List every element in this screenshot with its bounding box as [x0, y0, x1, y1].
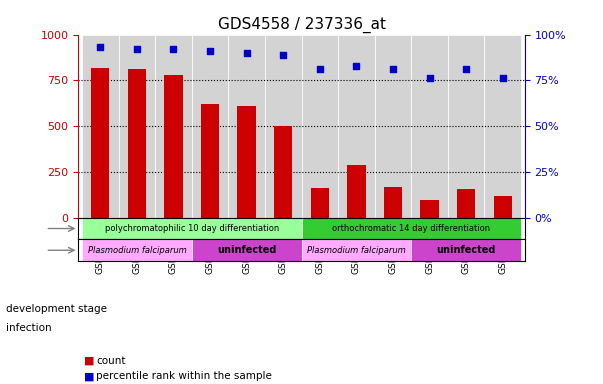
FancyBboxPatch shape	[302, 35, 338, 218]
FancyBboxPatch shape	[265, 35, 302, 218]
Text: count: count	[96, 356, 126, 366]
Point	[388, 66, 398, 73]
Bar	[274, 126, 292, 218]
FancyBboxPatch shape	[302, 239, 411, 261]
Point	[498, 75, 508, 81]
Text: polychromatophilic 10 day differentiation: polychromatophilic 10 day differentiatio…	[105, 224, 279, 233]
Point	[425, 75, 434, 81]
Bar	[311, 188, 329, 218]
Point	[279, 51, 288, 58]
Bar	[128, 70, 146, 218]
Point	[352, 63, 361, 69]
Text: Plasmodium falciparum: Plasmodium falciparum	[307, 246, 406, 255]
Point	[242, 50, 251, 56]
FancyBboxPatch shape	[192, 35, 229, 218]
FancyBboxPatch shape	[229, 35, 265, 218]
Text: Plasmodium falciparum: Plasmodium falciparum	[87, 246, 186, 255]
Bar	[165, 75, 183, 218]
FancyBboxPatch shape	[82, 239, 192, 261]
Point	[205, 48, 215, 54]
FancyBboxPatch shape	[374, 35, 411, 218]
Text: infection: infection	[6, 323, 52, 333]
FancyBboxPatch shape	[302, 218, 521, 239]
FancyBboxPatch shape	[448, 35, 484, 218]
FancyBboxPatch shape	[119, 35, 155, 218]
Bar	[457, 189, 475, 218]
Point	[315, 66, 324, 73]
FancyBboxPatch shape	[484, 35, 521, 218]
Title: GDS4558 / 237336_at: GDS4558 / 237336_at	[218, 17, 385, 33]
Point	[169, 46, 178, 52]
Point	[461, 66, 471, 73]
Text: percentile rank within the sample: percentile rank within the sample	[96, 371, 273, 381]
Text: development stage: development stage	[6, 304, 107, 314]
Bar	[384, 187, 402, 218]
Point	[132, 46, 142, 52]
Text: uninfected: uninfected	[217, 245, 276, 255]
FancyBboxPatch shape	[82, 35, 119, 218]
Text: orthochromatic 14 day differentiation: orthochromatic 14 day differentiation	[332, 224, 490, 233]
FancyBboxPatch shape	[82, 218, 302, 239]
Text: ■: ■	[84, 356, 95, 366]
Bar	[347, 165, 365, 218]
FancyBboxPatch shape	[338, 35, 374, 218]
Bar	[493, 196, 512, 218]
Text: uninfected: uninfected	[437, 245, 496, 255]
Bar	[91, 68, 110, 218]
FancyBboxPatch shape	[155, 35, 192, 218]
Bar	[420, 200, 438, 218]
Point	[95, 44, 105, 50]
Bar	[201, 104, 219, 218]
FancyBboxPatch shape	[411, 35, 448, 218]
Bar	[238, 106, 256, 218]
Text: ■: ■	[84, 371, 95, 381]
FancyBboxPatch shape	[411, 239, 521, 261]
FancyBboxPatch shape	[192, 239, 302, 261]
